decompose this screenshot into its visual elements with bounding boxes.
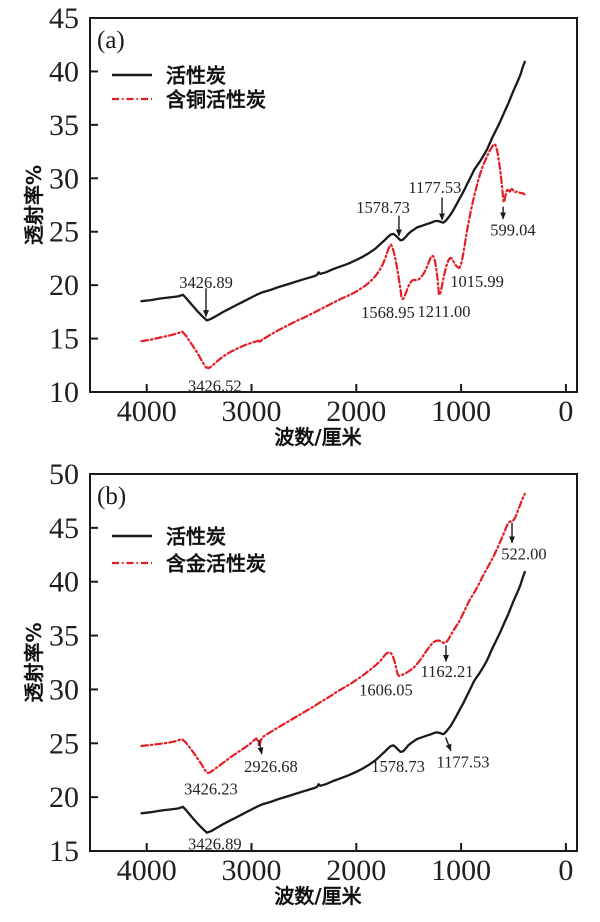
plot-box [89, 17, 578, 393]
y-tick-label: 25 [49, 727, 79, 760]
x-axis-label: 波数/厘米 [274, 425, 362, 449]
legend-label-gold-activated-carbon: 含金活性炭 [166, 552, 266, 576]
annotation-1162-21: 1162.21 [420, 645, 473, 681]
annotation-arrow [257, 739, 264, 755]
plot-box [89, 473, 578, 852]
annotation-3426-89: 3426.89 [188, 834, 242, 853]
annotation-522-00: 522.00 [501, 522, 547, 564]
x-tick-label: 1000 [431, 395, 491, 428]
annotation-text: 599.04 [490, 221, 535, 240]
x-tick-label: 3000 [222, 854, 282, 887]
legend-item-activated-carbon: 活性炭 [112, 64, 226, 88]
annotation-text: 1162.21 [420, 662, 473, 681]
legend-label-activated-carbon: 活性炭 [166, 64, 226, 88]
legend-label-copper-activated-carbon: 含铜活性炭 [166, 88, 266, 112]
panel-label: (a) [97, 27, 125, 54]
x-tick-label: 4000 [117, 854, 177, 887]
annotation-text: 1015.99 [450, 272, 504, 291]
x-tick-label: 0 [558, 854, 573, 887]
y-tick-label: 20 [49, 269, 79, 302]
x-tick-label: 0 [558, 395, 573, 428]
y-tick-label: 35 [49, 109, 79, 142]
series-line-gold-activated-carbon [140, 492, 526, 775]
y-tick-label: 30 [49, 162, 79, 195]
series-line-activated-carbon [140, 60, 526, 322]
series-line-activated-carbon [140, 570, 526, 834]
x-axis-label: 波数/厘米 [274, 884, 362, 908]
annotation-text: 1177.53 [436, 753, 489, 772]
y-tick-label: 45 [49, 2, 79, 35]
x-tick-label: 1000 [431, 854, 491, 887]
series-line-copper-activated-carbon [140, 143, 526, 370]
annotation-1578-73: 1578.73 [356, 198, 410, 237]
y-tick-label: 45 [49, 512, 79, 545]
legend-item-activated-carbon: 活性炭 [112, 525, 226, 549]
y-tick-label: 15 [49, 835, 79, 868]
y-axis-label: 透射率% [22, 622, 46, 702]
y-tick-label: 40 [49, 566, 79, 599]
x-tick-label: 2000 [326, 854, 386, 887]
annotation-1015-99: 1015.99 [450, 272, 504, 291]
annotation-text: 522.00 [501, 545, 546, 564]
annotation-1606-05: 1606.05 [359, 680, 413, 699]
annotation-text: 1568.95 [361, 303, 415, 322]
x-tick-label: 2000 [326, 395, 386, 428]
panel-label: (b) [97, 483, 126, 510]
annotation-text: 3426.23 [184, 780, 238, 799]
annotation-599-04: 599.04 [490, 206, 536, 240]
y-tick-label: 15 [49, 323, 79, 356]
annotation-1177-53: 1177.53 [408, 178, 461, 221]
x-tick-label: 3000 [222, 395, 282, 428]
annotation-text: 3426.89 [179, 273, 233, 292]
y-tick-label: 10 [49, 376, 79, 409]
annotation-1177-53: 1177.53 [436, 737, 489, 772]
annotation-arrow [445, 737, 452, 752]
y-tick-label: 20 [49, 781, 79, 814]
legend-item-copper-activated-carbon: 含铜活性炭 [112, 88, 266, 112]
y-tick-label: 30 [49, 673, 79, 706]
legend-label-activated-carbon: 活性炭 [166, 525, 226, 549]
annotation-text: 1578.73 [356, 198, 410, 217]
annotation-3426-52: 3426.52 [188, 377, 242, 396]
annotation-text: 1578.73 [371, 757, 425, 776]
legend-item-gold-activated-carbon: 含金活性炭 [112, 552, 266, 576]
annotation-text: 2926.68 [244, 757, 298, 776]
y-tick-label: 25 [49, 216, 79, 249]
annotation-1578-73: 1578.73 [371, 757, 425, 776]
y-tick-label: 35 [49, 620, 79, 653]
annotation-text: 1606.05 [359, 680, 413, 699]
x-tick-label: 4000 [117, 395, 177, 428]
annotation-3426-89: 3426.89 [179, 273, 233, 318]
y-tick-label: 50 [49, 458, 79, 491]
annotation-2926-68: 2926.68 [244, 739, 298, 776]
y-axis-label: 透射率% [22, 165, 46, 245]
annotation-3426-23: 3426.23 [184, 780, 238, 799]
annotation-text: 1177.53 [408, 178, 461, 197]
annotation-text: 3426.89 [188, 834, 242, 853]
annotation-1211-00: 1211.00 [418, 302, 471, 321]
annotation-text: 3426.52 [188, 377, 242, 396]
annotation-text: 1211.00 [418, 302, 471, 321]
y-tick-label: 40 [49, 55, 79, 88]
annotation-1568-95: 1568.95 [361, 303, 415, 322]
chart-panel-a: 10 15 20 25 30 35 40 45 4000 3000 2000 1000 0 波数/厘米 透射… [22, 2, 578, 449]
chart-panel-b: 15 20 25 30 35 40 45 50 4000 3000 2000 1000 0 波数/厘米 透射… [22, 458, 578, 908]
